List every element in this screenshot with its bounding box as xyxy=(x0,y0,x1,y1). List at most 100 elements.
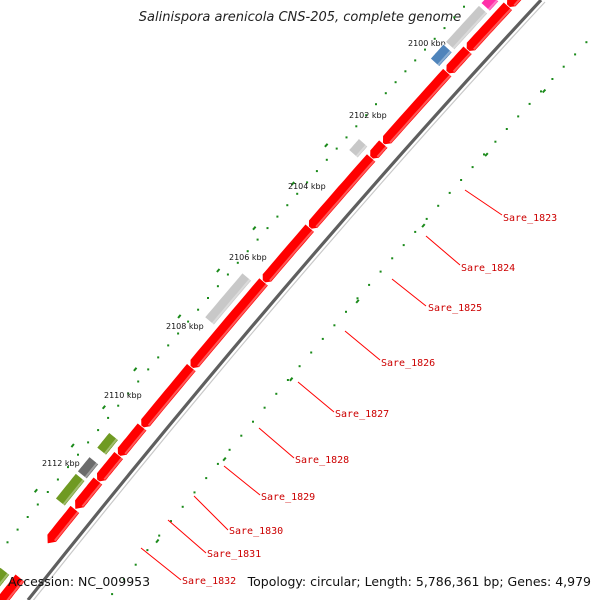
inner-dot xyxy=(335,147,338,150)
ruler-dot xyxy=(551,78,554,80)
ruler-dot xyxy=(483,153,485,156)
gene-label-sare-1825[interactable]: Sare_1825 xyxy=(428,303,482,314)
inner-dot xyxy=(117,404,120,407)
leader-line-3 xyxy=(344,330,381,361)
forward-gene-11 xyxy=(74,476,104,510)
gene-label-sare-1823[interactable]: Sare_1823 xyxy=(503,213,557,224)
inner-dot xyxy=(56,478,59,481)
inner-major-tick xyxy=(70,443,75,448)
inner-major-tick xyxy=(290,181,295,186)
ruler-dot xyxy=(193,491,196,494)
gene-features xyxy=(0,0,523,600)
inner-dot xyxy=(345,136,348,139)
label-leader-lines xyxy=(140,189,503,581)
grey-gene-1824 xyxy=(348,137,369,159)
ruler-dot xyxy=(356,297,359,300)
forward-gene-6-shine xyxy=(269,229,314,282)
inner-dot xyxy=(276,215,279,218)
ruler-dot xyxy=(252,420,254,423)
ruler-dot xyxy=(379,270,382,273)
ruler-dot xyxy=(402,244,405,247)
ruler-dot xyxy=(228,448,231,451)
gene-label-sare-1830[interactable]: Sare_1830 xyxy=(229,526,283,537)
genome-backbone xyxy=(26,0,543,600)
forward-gene-8 xyxy=(140,362,197,429)
gene-label-sare-1828[interactable]: Sare_1828 xyxy=(295,455,349,466)
ruler-label-2106: 2106 kbp xyxy=(229,253,267,262)
ruler-ticks xyxy=(33,88,547,544)
olive-gene-bottom-shine xyxy=(0,572,9,586)
inner-dot xyxy=(355,125,358,128)
inner-dot xyxy=(394,81,397,84)
forward-gene-7 xyxy=(189,277,269,370)
forward-gene-5 xyxy=(308,153,377,231)
gene-label-sare-1826[interactable]: Sare_1826 xyxy=(381,358,435,369)
leader-line-8 xyxy=(167,519,207,554)
ruler-labels: 2100 kbp 2102 kbp 2104 kbp 2106 kbp 2108… xyxy=(42,39,446,468)
inner-major-tick xyxy=(133,367,138,372)
grey-gene-1824-shine xyxy=(355,144,368,158)
inner-dot xyxy=(246,250,249,253)
inner-dot xyxy=(315,170,318,173)
ruler-dot xyxy=(333,324,336,327)
inner-dot xyxy=(404,70,407,73)
inner-dot xyxy=(286,204,289,207)
ruler-dot xyxy=(205,477,208,480)
leader-line-6 xyxy=(223,465,261,496)
forward-gene-6 xyxy=(261,223,316,284)
genome-stats-text: Topology: circular; Length: 5,786,361 bp… xyxy=(247,574,591,589)
gene-label-sare-1827[interactable]: Sare_1827 xyxy=(335,409,389,420)
blue-gene-shine xyxy=(436,50,452,67)
ruler-dot xyxy=(240,434,243,437)
ruler-dot xyxy=(286,379,289,381)
olive-gene-1830 xyxy=(96,431,120,456)
forward-gene-9 xyxy=(116,422,148,458)
gene-label-sare-1829[interactable]: Sare_1829 xyxy=(261,492,315,503)
leader-line-7 xyxy=(193,495,229,531)
ruler-dot xyxy=(517,115,520,118)
inner-dot xyxy=(266,227,269,230)
ruler-dot xyxy=(111,593,114,596)
inner-dot xyxy=(216,285,219,288)
ruler-dot xyxy=(562,65,565,68)
ruler-dot xyxy=(425,217,428,220)
leader-line-5 xyxy=(258,427,295,459)
ruler-dots xyxy=(6,5,588,596)
forward-gene-13 xyxy=(0,573,26,600)
ruler-major-tick xyxy=(289,377,294,382)
inner-dot xyxy=(207,297,209,299)
olive-gene-1830-shine xyxy=(103,438,118,455)
forward-gene-0-shine xyxy=(513,0,521,7)
ruler-dot xyxy=(321,337,324,340)
inner-dot xyxy=(167,344,170,347)
inner-major-tick xyxy=(324,143,329,148)
forward-gene-1-shine xyxy=(473,8,512,50)
forward-gene-9-shine xyxy=(124,428,147,455)
inner-dot xyxy=(6,541,9,544)
inner-major-tick xyxy=(101,405,106,410)
ruler-major-tick xyxy=(155,538,160,544)
grey-gene-top-shine xyxy=(452,11,488,50)
ruler-dot xyxy=(368,283,371,286)
ruler-dot xyxy=(170,520,172,523)
ruler-dot xyxy=(585,41,588,44)
gene-label-sare-1831[interactable]: Sare_1831 xyxy=(207,549,261,560)
olive-gene-1832-shine xyxy=(62,478,85,506)
leader-line-1 xyxy=(425,235,461,266)
ruler-major-tick xyxy=(484,152,489,157)
ruler-dot xyxy=(122,578,125,581)
ruler-dot xyxy=(471,166,474,169)
grey-gene-1827 xyxy=(204,272,253,326)
forward-gene-2 xyxy=(445,45,473,75)
ruler-dot xyxy=(298,365,301,368)
ruler-major-tick xyxy=(222,456,227,462)
gene-label-sare-1832[interactable]: Sare_1832 xyxy=(182,576,236,587)
dark-grey-gene-1831-shine xyxy=(84,462,98,479)
gene-label-sare-1824[interactable]: Sare_1824 xyxy=(461,263,515,274)
inner-dot xyxy=(443,27,446,30)
inner-dot xyxy=(365,114,368,117)
inner-dot xyxy=(147,368,150,371)
ruler-dot xyxy=(134,563,137,566)
ruler-dot xyxy=(158,534,161,537)
leader-line-4 xyxy=(297,381,335,413)
